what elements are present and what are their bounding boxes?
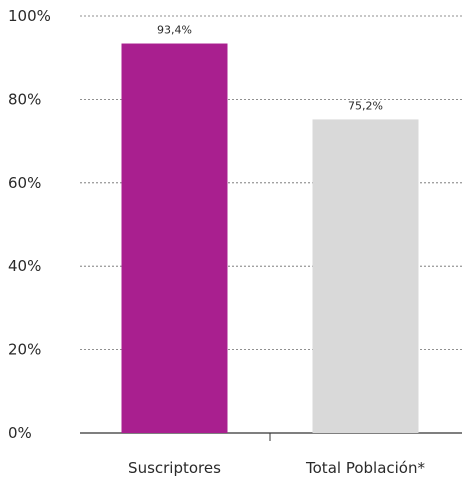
y-tick-label: 80% (8, 90, 41, 108)
x-category-label: Total Población* (305, 459, 425, 477)
y-tick-label: 20% (8, 341, 41, 359)
y-tick-label: 0% (8, 424, 32, 442)
y-tick-label: 40% (8, 257, 41, 275)
data-label: 93,4% (157, 24, 192, 37)
bar (312, 119, 419, 433)
data-label: 75,2% (348, 99, 383, 112)
y-tick-label: 60% (8, 174, 41, 192)
y-tick-label: 100% (8, 7, 51, 25)
x-category-label: Suscriptores (128, 459, 221, 477)
bar (121, 43, 228, 433)
